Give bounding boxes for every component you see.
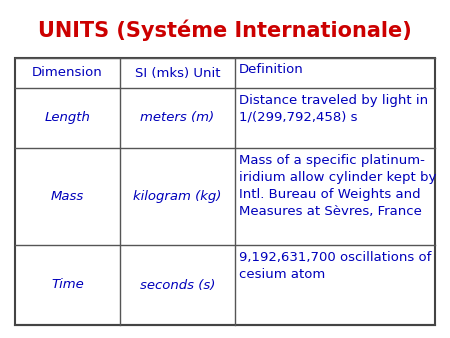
Text: Distance traveled by light in
1/(299,792,458) s: Distance traveled by light in 1/(299,792… [239,94,428,124]
Bar [15,58,435,325]
Text: Definition: Definition [239,63,304,76]
Text: Mass of a specific platinum-
iridium allow cylinder kept by
Intl. Bureau of Weig: Mass of a specific platinum- iridium all… [239,154,436,218]
Text: UNITS (Systéme Internationale): UNITS (Systéme Internationale) [38,19,412,41]
Text: 9,192,631,700 oscillations of
cesium atom: 9,192,631,700 oscillations of cesium ato… [239,251,432,281]
Text: Length: Length [45,112,90,124]
Text: Dimension: Dimension [32,67,103,79]
Text: seconds (s): seconds (s) [140,279,215,291]
Text: SI (mks) Unit: SI (mks) Unit [135,67,220,79]
Text: kilogram (kg): kilogram (kg) [133,190,222,203]
Text: Mass: Mass [51,190,84,203]
Text: meters (m): meters (m) [140,112,215,124]
Text: Time: Time [51,279,84,291]
